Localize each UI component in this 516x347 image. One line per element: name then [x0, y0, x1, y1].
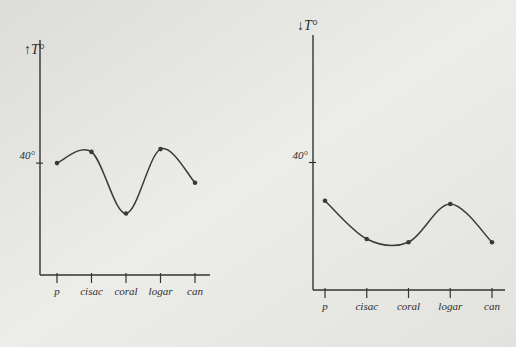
point [158, 147, 163, 152]
point [490, 240, 495, 245]
x-tick-label: logar [149, 285, 174, 297]
point [89, 150, 94, 155]
y-axis-label: ↓T° [297, 18, 318, 33]
y-axis [39, 40, 40, 275]
point [124, 211, 129, 216]
x-tick-label: cisac [80, 285, 103, 297]
y-tick-label: 40° [20, 149, 36, 161]
y-tick [36, 162, 43, 163]
x-tick-label: p [321, 300, 328, 312]
x-tick [450, 288, 451, 298]
chart: ↓T° 40° p cisac coral logar can [293, 18, 505, 312]
x-tick [125, 273, 126, 283]
series-line [57, 149, 195, 214]
series-line [325, 201, 492, 246]
x-tick-label: cisac [355, 300, 378, 312]
point [55, 161, 60, 166]
y-axis-label: ↑T° [24, 42, 45, 57]
y-tick-label: 40° [293, 149, 309, 161]
point [323, 198, 328, 203]
x-tick [56, 273, 57, 283]
plot-area [55, 147, 198, 216]
point [364, 237, 369, 242]
plot-area [323, 198, 495, 245]
x-tick-label: p [53, 285, 60, 297]
x-tick-label: can [187, 285, 203, 297]
chart: ↑T° 40° p cisac coral logar can [20, 40, 210, 297]
x-tick-label: logar [438, 300, 463, 312]
chart-canvas: ↑T° 40° p cisac coral logar can ↓T° 40° p cisac cor… [0, 0, 516, 347]
paper [0, 0, 516, 347]
y-tick [309, 162, 316, 163]
x-tick-label: can [484, 300, 500, 312]
x-tick [491, 288, 492, 298]
x-tick [91, 273, 92, 283]
point [448, 202, 453, 207]
x-tick [324, 288, 325, 298]
sketch-page: ↑T° 40° p cisac coral logar can ↓T° 40° p cisac cor… [0, 0, 516, 347]
x-tick [366, 288, 367, 298]
x-tick-label: coral [114, 285, 137, 297]
x-tick [160, 273, 161, 283]
point [406, 240, 411, 245]
x-tick [408, 288, 409, 298]
point [193, 180, 198, 185]
x-tick [194, 273, 195, 283]
x-tick-label: coral [397, 300, 420, 312]
x-axis [40, 274, 210, 275]
